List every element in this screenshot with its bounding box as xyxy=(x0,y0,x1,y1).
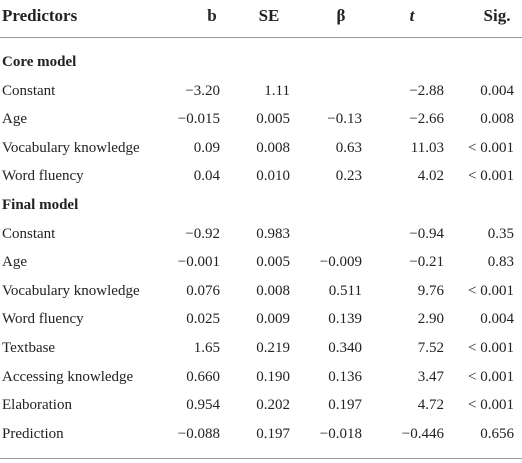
row-label: Age xyxy=(2,111,27,128)
column-header: b xyxy=(207,6,217,25)
table-cell: 1.65 xyxy=(193,340,220,356)
table-cell: 0.83 xyxy=(487,254,514,271)
table-cell: 0.010 xyxy=(256,168,290,185)
row-label: Constant xyxy=(2,225,56,242)
table-cell: 7.52 xyxy=(417,340,444,356)
table-cell: 0.008 xyxy=(480,111,514,128)
row-label: Word fluency xyxy=(2,168,84,185)
table-cell: −0.92 xyxy=(185,225,220,242)
table-cell: 0.004 xyxy=(480,311,514,328)
table-cell: 0.005 xyxy=(256,111,290,128)
column-header: t xyxy=(409,6,415,25)
table-cell: −0.015 xyxy=(177,111,220,128)
table-cell: −3.20 xyxy=(185,82,220,99)
table-cell: < 0.001 xyxy=(468,368,514,385)
table-cell: 0.009 xyxy=(256,311,290,328)
table-cell: −0.009 xyxy=(319,254,362,271)
table-cell: 0.983 xyxy=(256,225,290,242)
table-cell: < 0.001 xyxy=(468,168,514,185)
column-header: SE xyxy=(258,6,280,25)
table-cell: < 0.001 xyxy=(468,340,514,356)
column-header: Predictors xyxy=(2,6,78,25)
table-cell: 11.03 xyxy=(410,139,444,156)
table-cell: −0.94 xyxy=(409,225,444,242)
table-cell: 0.004 xyxy=(480,82,514,99)
table-cell: −0.018 xyxy=(319,425,362,442)
table-cell: 0.008 xyxy=(256,282,290,299)
table-cell: 0.197 xyxy=(256,425,290,442)
table-cell: 3.47 xyxy=(417,368,444,385)
table-cell: −0.088 xyxy=(177,425,220,442)
table-cell: −0.001 xyxy=(177,254,220,271)
table-cell: 0.136 xyxy=(328,368,362,385)
table-cell: 0.008 xyxy=(256,139,290,156)
table-cell: 0.09 xyxy=(193,139,220,156)
table-cell: 0.35 xyxy=(487,225,514,242)
table-cell: 0.340 xyxy=(328,340,362,356)
row-label: Word fluency xyxy=(2,311,84,328)
table-cell: 0.954 xyxy=(186,397,220,414)
table-cell: 0.139 xyxy=(328,311,362,328)
row-label: Prediction xyxy=(2,425,64,442)
table-cell: 0.202 xyxy=(256,397,290,414)
table-cell: 0.656 xyxy=(480,425,514,442)
table-cell: 0.23 xyxy=(335,168,362,185)
row-label: Age xyxy=(2,254,27,271)
table-cell: 0.219 xyxy=(256,340,290,356)
table-cell: −0.21 xyxy=(409,254,444,271)
table-cell: −0.446 xyxy=(401,425,444,442)
table-cell: 0.197 xyxy=(328,397,362,414)
row-label: Vocabulary knowledge xyxy=(2,139,140,156)
row-label: Accessing knowledge xyxy=(2,368,134,385)
table-cell: −2.66 xyxy=(409,111,444,128)
section-title: Core model xyxy=(2,54,77,70)
table-cell: 9.76 xyxy=(417,282,444,299)
table-cell: 4.02 xyxy=(417,168,444,185)
row-label: Vocabulary knowledge xyxy=(2,282,140,299)
table-cell: 0.190 xyxy=(256,368,290,385)
table-cell: 0.511 xyxy=(328,282,362,299)
table-cell: 0.005 xyxy=(256,254,290,271)
table-cell: −2.88 xyxy=(409,82,444,99)
bottom-rule xyxy=(0,458,522,459)
table-cell: 2.90 xyxy=(417,311,444,328)
row-label: Constant xyxy=(2,82,56,99)
table-cell: 0.63 xyxy=(335,139,362,156)
table-cell: < 0.001 xyxy=(468,139,514,156)
column-header: β xyxy=(336,6,346,25)
table-cell: 0.04 xyxy=(193,168,220,185)
row-label: Elaboration xyxy=(2,397,72,414)
header-rule xyxy=(0,37,522,38)
table-cell: 0.076 xyxy=(186,282,220,299)
section-title: Final model xyxy=(2,197,79,213)
table-cell: −0.13 xyxy=(327,111,362,128)
table-cell: 0.025 xyxy=(186,311,220,328)
table-cell: 4.72 xyxy=(417,397,444,414)
table-cell: < 0.001 xyxy=(468,282,514,299)
table-cell: 0.660 xyxy=(186,368,220,385)
table-cell: < 0.001 xyxy=(468,397,514,414)
column-header: Sig. xyxy=(483,6,511,25)
table-cell: 1.11 xyxy=(264,82,290,99)
row-label: Textbase xyxy=(2,340,56,356)
